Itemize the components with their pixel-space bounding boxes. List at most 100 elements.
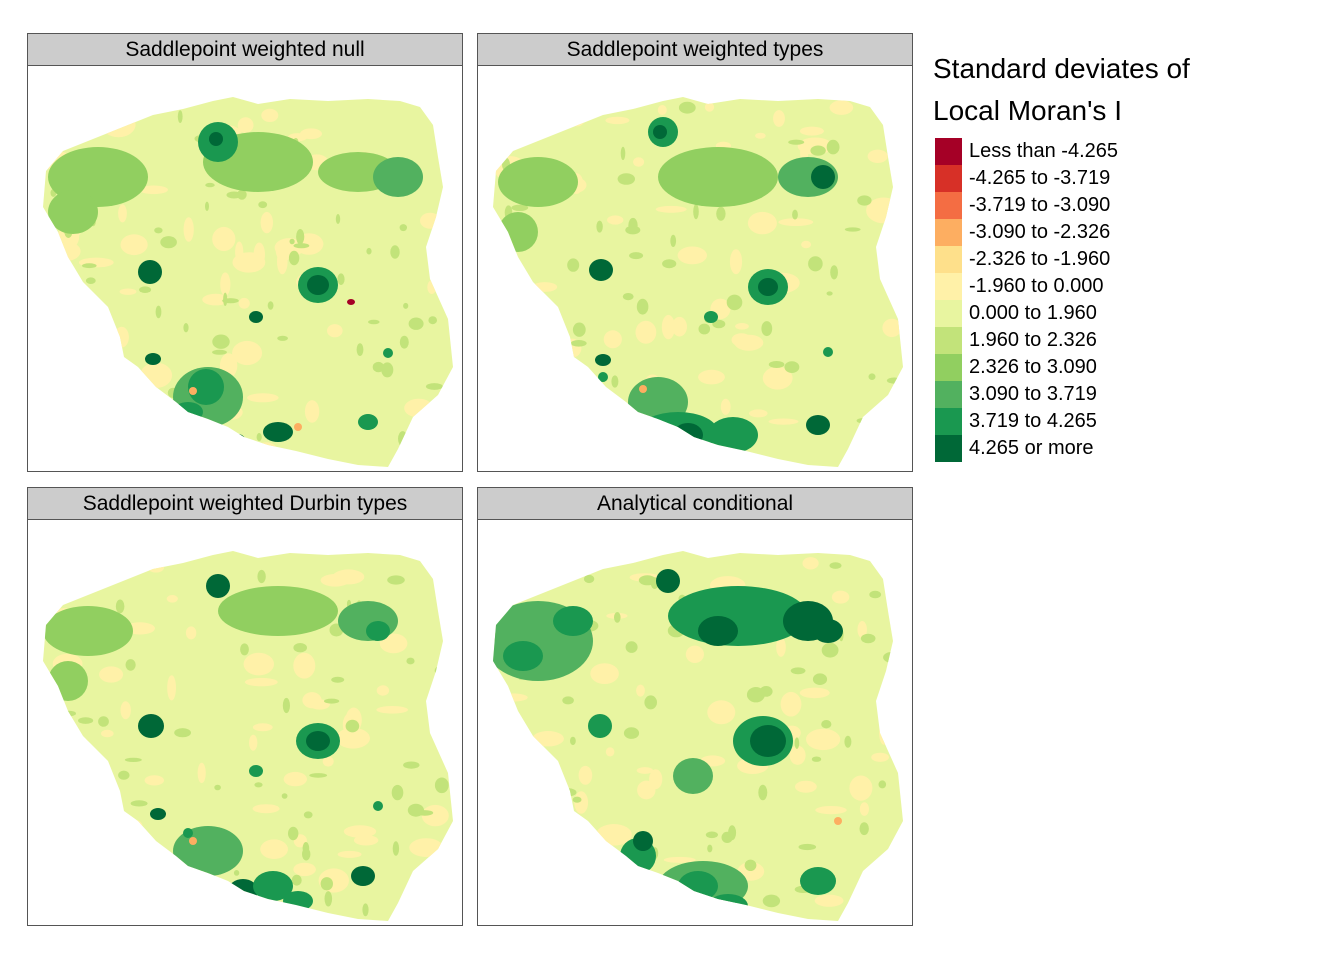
region-patch bbox=[607, 215, 624, 225]
panel-title: Analytical conditional bbox=[478, 488, 912, 520]
region-patch bbox=[575, 409, 597, 425]
region-patch bbox=[277, 335, 288, 341]
region-patch bbox=[214, 784, 221, 791]
region-patch bbox=[623, 727, 640, 739]
map-layer bbox=[43, 97, 453, 467]
region-patch bbox=[726, 294, 743, 311]
region-patch bbox=[583, 574, 595, 584]
region-patch bbox=[337, 850, 362, 858]
cluster-region bbox=[639, 385, 647, 393]
region-patch bbox=[293, 862, 316, 877]
map-area bbox=[478, 67, 912, 471]
region-patch bbox=[749, 409, 768, 418]
region-patch bbox=[376, 685, 390, 696]
region-patch bbox=[372, 361, 385, 373]
map-area bbox=[28, 67, 462, 471]
poland-map bbox=[43, 97, 453, 467]
region-patch bbox=[560, 330, 568, 346]
region-patch bbox=[857, 195, 872, 206]
legend-label: 3.719 to 4.265 bbox=[969, 410, 1097, 432]
region-patch bbox=[854, 443, 866, 459]
region-patch bbox=[212, 901, 223, 918]
cluster-region bbox=[351, 866, 375, 886]
region-patch bbox=[815, 806, 847, 815]
region-patch bbox=[603, 425, 627, 449]
region-patch bbox=[324, 891, 333, 907]
cluster-region bbox=[307, 275, 329, 295]
region-patch bbox=[183, 217, 194, 242]
region-patch bbox=[336, 727, 370, 749]
region-patch bbox=[107, 100, 123, 116]
region-patch bbox=[404, 398, 434, 418]
cluster-region bbox=[373, 157, 423, 197]
region-patch bbox=[566, 865, 583, 888]
region-patch bbox=[510, 304, 541, 331]
region-patch bbox=[215, 438, 248, 453]
cluster-region bbox=[71, 292, 95, 322]
region-patch bbox=[633, 157, 645, 167]
region-patch bbox=[256, 433, 262, 442]
region-patch bbox=[119, 288, 137, 295]
region-patch bbox=[596, 220, 603, 233]
region-patch bbox=[132, 411, 155, 422]
cluster-region bbox=[806, 415, 830, 435]
region-patch bbox=[778, 218, 814, 227]
region-patch bbox=[562, 696, 574, 705]
legend-swatch bbox=[935, 192, 962, 219]
region-patch bbox=[416, 810, 434, 816]
cluster-region bbox=[622, 860, 634, 872]
region-patch bbox=[657, 105, 667, 115]
region-patch bbox=[65, 805, 78, 821]
region-patch bbox=[625, 225, 641, 235]
cluster-region bbox=[503, 641, 543, 671]
legend-label: 1.960 to 2.326 bbox=[969, 329, 1097, 351]
region-patch bbox=[546, 123, 555, 134]
region-patch bbox=[707, 700, 736, 725]
region-patch bbox=[762, 366, 793, 390]
cluster-region bbox=[283, 891, 313, 911]
region-patch bbox=[320, 877, 333, 891]
legend-swatch bbox=[935, 165, 962, 192]
region-patch bbox=[252, 804, 280, 814]
panel-title: Saddlepoint weighted types bbox=[478, 34, 912, 66]
region-patch bbox=[829, 100, 854, 115]
region-patch bbox=[799, 687, 830, 699]
region-patch bbox=[882, 318, 902, 338]
map-area bbox=[28, 521, 462, 925]
region-patch bbox=[226, 191, 242, 199]
region-patch bbox=[568, 104, 587, 127]
region-patch bbox=[811, 756, 822, 762]
region-patch bbox=[728, 825, 737, 841]
region-patch bbox=[254, 782, 263, 788]
region-patch bbox=[79, 863, 115, 882]
region-patch bbox=[101, 729, 114, 738]
legend-item: -1.960 to 0.000 bbox=[933, 273, 1293, 300]
region-patch bbox=[693, 204, 699, 220]
region-patch bbox=[532, 881, 550, 899]
cluster-region bbox=[823, 347, 833, 357]
region-patch bbox=[399, 224, 407, 232]
cluster-region bbox=[358, 414, 378, 430]
region-patch bbox=[101, 111, 136, 138]
cluster-region bbox=[150, 808, 166, 820]
region-patch bbox=[223, 292, 228, 306]
region-patch bbox=[43, 275, 54, 280]
region-patch bbox=[638, 575, 656, 586]
cluster-region bbox=[589, 259, 613, 281]
region-patch bbox=[578, 569, 589, 574]
region-patch bbox=[343, 825, 377, 838]
legend-item: 0.000 to 1.960 bbox=[933, 300, 1293, 327]
region-patch bbox=[735, 323, 749, 330]
region-patch bbox=[124, 757, 142, 762]
region-patch bbox=[876, 424, 903, 437]
region-patch bbox=[98, 716, 109, 727]
country-base bbox=[493, 551, 903, 921]
region-patch bbox=[75, 809, 84, 817]
region-patch bbox=[376, 706, 409, 714]
legend-label: -3.090 to -2.326 bbox=[969, 221, 1111, 243]
region-patch bbox=[795, 780, 817, 793]
region-patch bbox=[73, 411, 85, 420]
region-patch bbox=[283, 771, 307, 787]
region-patch bbox=[167, 675, 177, 701]
region-patch bbox=[391, 784, 404, 801]
